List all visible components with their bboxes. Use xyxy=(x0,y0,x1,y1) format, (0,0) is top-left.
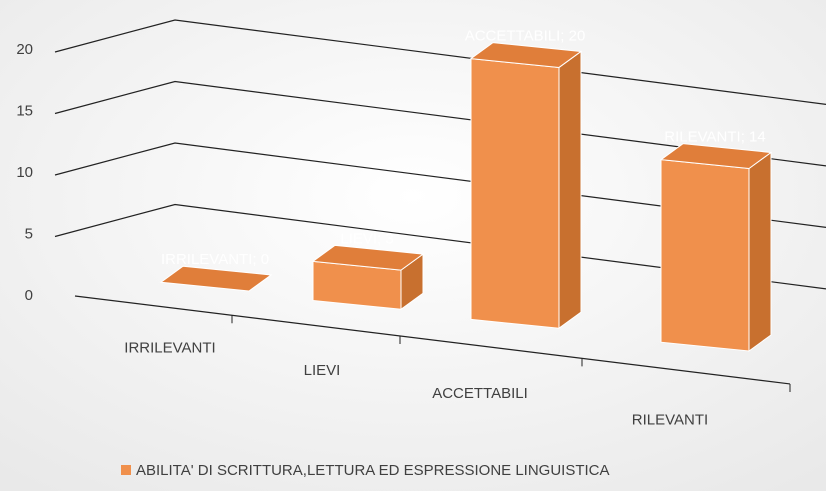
x-tick-label: IRRILEVANTI xyxy=(124,340,215,357)
x-tick-label: LIEVI xyxy=(304,362,341,379)
y-tick-label: 0 xyxy=(25,287,33,304)
bar-top xyxy=(311,244,425,271)
bar-side xyxy=(748,151,772,352)
y-tick-label: 20 xyxy=(16,41,33,58)
x-tick-label: ACCETTABILI xyxy=(432,385,528,402)
grid-line xyxy=(54,142,826,228)
grid-line xyxy=(54,19,826,105)
y-tick-label: 10 xyxy=(16,164,33,181)
y-tick-label: 15 xyxy=(16,102,33,119)
legend-label: ABILITA' DI SCRITTURA,LETTURA ED ESPRESS… xyxy=(136,462,610,479)
data-label: IRRILEVANTI; 0 xyxy=(161,251,269,268)
data-label: LIEVI; 3 xyxy=(340,230,393,247)
data-label: ACCETTABILI; 20 xyxy=(465,28,586,45)
bar-top xyxy=(159,265,273,292)
bar xyxy=(470,58,560,329)
x-tick-label: RILEVANTI xyxy=(632,412,708,429)
bar-top xyxy=(469,42,583,68)
grid-line xyxy=(54,203,826,290)
axis-line xyxy=(74,295,791,385)
bar-side xyxy=(558,50,582,330)
y-tick-label: 5 xyxy=(25,225,33,242)
legend-swatch xyxy=(121,465,131,475)
grid-line xyxy=(54,80,826,167)
data-label: RILEVANTI; 14 xyxy=(664,129,765,146)
bar xyxy=(660,159,750,352)
bar-top xyxy=(659,143,773,169)
